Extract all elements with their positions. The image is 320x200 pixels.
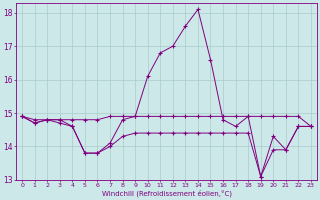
X-axis label: Windchill (Refroidissement éolien,°C): Windchill (Refroidissement éolien,°C) [101, 190, 232, 197]
